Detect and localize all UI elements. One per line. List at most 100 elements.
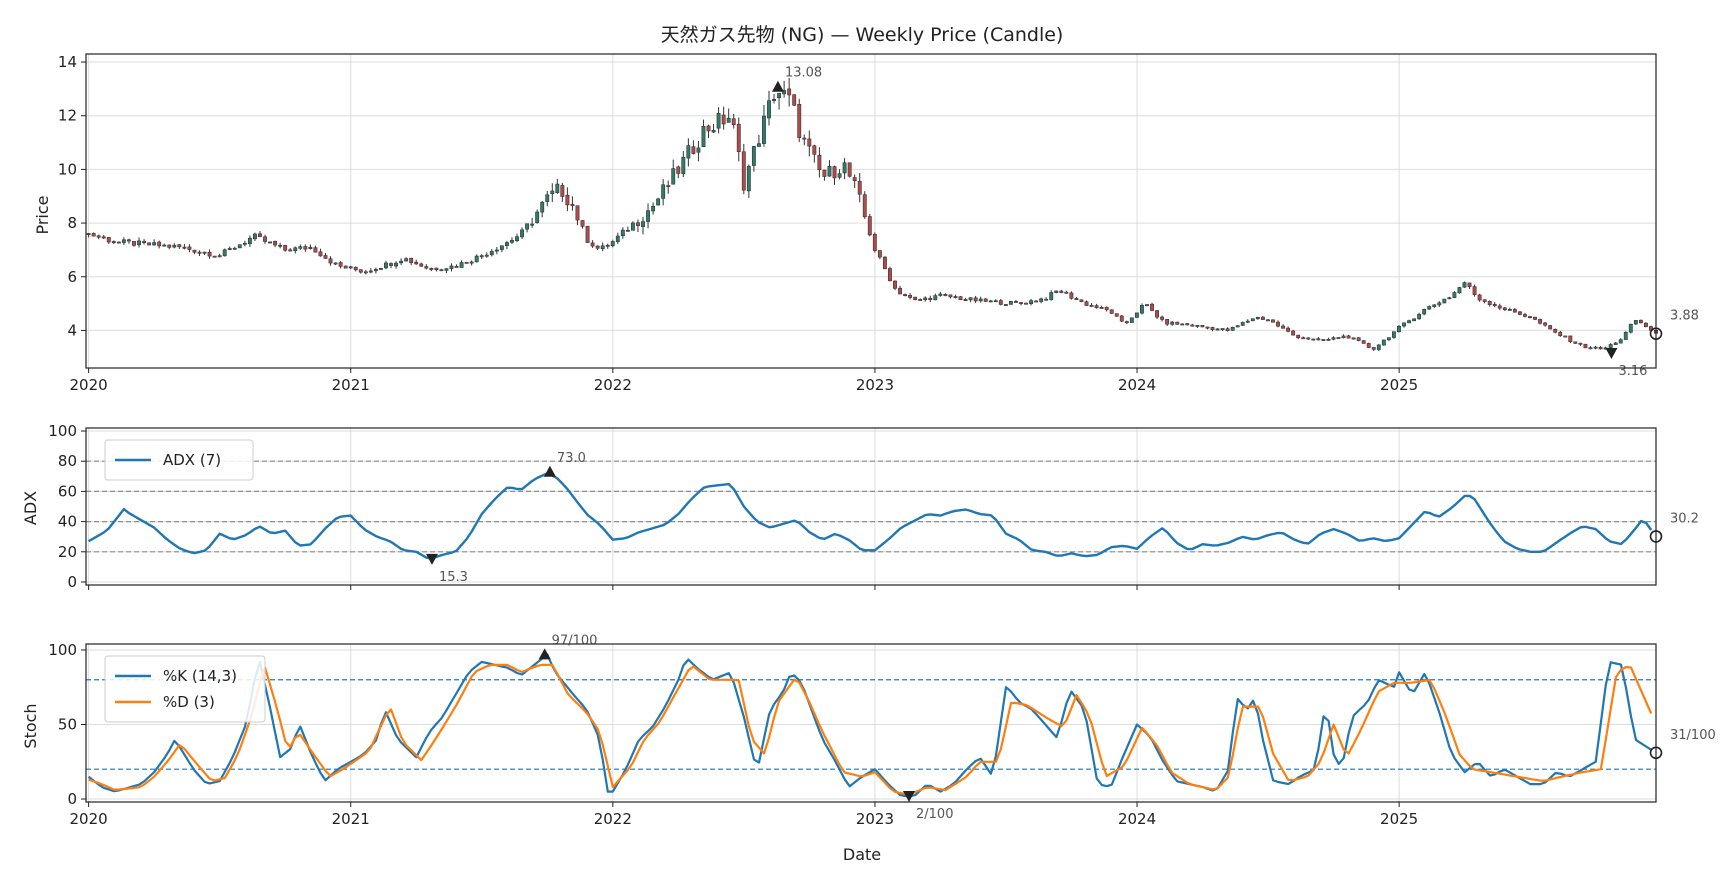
candle (273, 240, 278, 248)
candle-body (1195, 325, 1200, 327)
candle-body (132, 241, 136, 246)
candle (1623, 331, 1628, 340)
candle-body (676, 166, 681, 174)
candle (877, 250, 882, 260)
legend-box (104, 439, 254, 481)
candle (1558, 330, 1563, 338)
candle-body (1104, 306, 1109, 311)
candle (1512, 307, 1517, 313)
candle-body (1502, 307, 1507, 311)
candle (918, 298, 923, 301)
candle-body (560, 185, 565, 197)
candle (1124, 320, 1129, 325)
candle-body (1558, 332, 1563, 336)
candle-body (671, 168, 676, 185)
candle (308, 244, 313, 250)
candle-body (378, 268, 383, 270)
candle (106, 236, 111, 245)
candle-body (1346, 335, 1351, 339)
legend-box (104, 655, 266, 723)
candle (782, 80, 787, 98)
candle-body (515, 236, 519, 242)
candle (998, 298, 1003, 306)
candle-body (1180, 323, 1185, 326)
candle (953, 294, 958, 299)
candle (268, 241, 272, 244)
candle-body (1336, 337, 1341, 339)
candle (777, 92, 782, 110)
candle-body (575, 205, 580, 221)
candle-body (530, 223, 535, 226)
candle-body (464, 261, 469, 264)
candle-body (898, 287, 902, 295)
candle (1361, 340, 1366, 344)
candle (1165, 318, 1170, 327)
candle (1200, 324, 1205, 328)
candle-body (1034, 300, 1039, 303)
candle (1019, 302, 1023, 306)
candle-body (1512, 309, 1517, 313)
candle-body (1391, 331, 1396, 338)
candle-body (706, 125, 711, 132)
candle-body (565, 194, 570, 206)
candle (948, 294, 953, 299)
candle (1170, 321, 1175, 326)
candle (857, 173, 862, 203)
candle-body (595, 245, 600, 249)
candle-body (207, 251, 212, 257)
candle (1543, 321, 1548, 327)
candle (1633, 319, 1638, 326)
candle-body (1331, 337, 1336, 340)
candle (389, 262, 393, 269)
candle-body (293, 247, 298, 252)
candle-body (656, 198, 661, 206)
candle-body (938, 293, 943, 296)
candle (933, 293, 938, 301)
candle-body (822, 169, 827, 177)
candle (1376, 344, 1381, 352)
candle-body (283, 244, 288, 251)
candle-body (1079, 299, 1084, 302)
candle (1437, 301, 1442, 308)
candle (651, 202, 656, 215)
candle (1079, 299, 1084, 303)
candle-body (963, 299, 968, 301)
candle (157, 240, 162, 249)
candle (585, 225, 590, 243)
candle (731, 113, 736, 129)
candle-body (540, 201, 545, 213)
x-tick-label: 2020 (70, 810, 108, 828)
candle (1346, 334, 1351, 339)
candle-body (1276, 321, 1280, 327)
candle (1119, 315, 1124, 323)
candle (656, 197, 661, 206)
candle (1281, 324, 1285, 329)
candle (903, 293, 908, 297)
candle (192, 249, 197, 255)
candle (1331, 336, 1336, 341)
candle-body (177, 244, 182, 248)
candle (1447, 296, 1452, 300)
candle (222, 248, 227, 257)
candle-body (1543, 322, 1548, 326)
candle (1140, 303, 1144, 315)
candle (1583, 343, 1588, 349)
candle-body (1578, 342, 1583, 345)
candle-body (1376, 344, 1381, 350)
candle (429, 267, 434, 272)
candle (1024, 302, 1028, 305)
candle (1482, 299, 1487, 304)
candle-body (1568, 335, 1573, 342)
candle (1548, 324, 1553, 330)
candle-body (1588, 347, 1593, 350)
candle (842, 157, 847, 180)
candle-body (389, 263, 393, 266)
candle (439, 268, 444, 272)
candle-body (817, 154, 822, 171)
candle-body (1059, 290, 1064, 293)
candle-body (1165, 318, 1170, 325)
y-tick-label: 50 (58, 715, 77, 733)
min-label: 3.16 (1618, 364, 1647, 379)
candle-body (162, 244, 167, 247)
candle-body (142, 241, 146, 243)
